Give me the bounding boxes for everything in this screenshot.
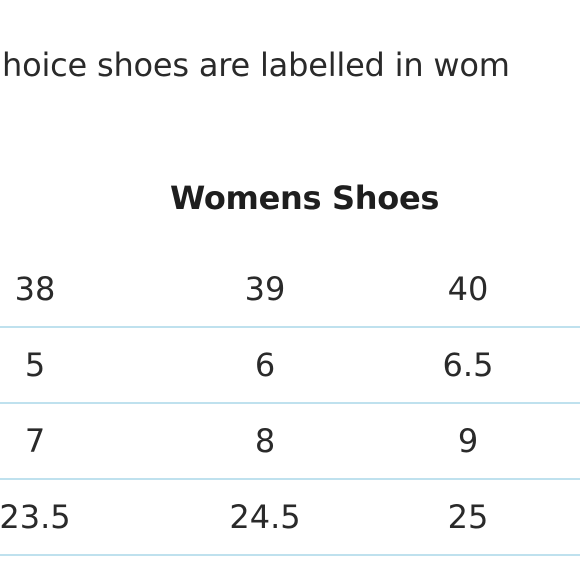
table-cell: 24.5	[229, 498, 301, 536]
table-cell: 38	[14, 270, 56, 308]
table-row: 38 39 40	[0, 252, 580, 328]
table-cell: 39	[244, 270, 286, 308]
table-cell: 40	[447, 270, 489, 308]
table-row: 5 6 6.5	[0, 328, 580, 404]
table-cell: 23.5	[0, 498, 71, 536]
intro-paragraph: hoice shoes are labelled in wom	[2, 46, 510, 84]
table-cell: 9	[457, 422, 479, 460]
table-row: 23.5 24.5 25	[0, 480, 580, 556]
table-cell: 25	[447, 498, 489, 536]
table-row: 7 8 9	[0, 404, 580, 480]
table-cell: 7	[24, 422, 46, 460]
table-title: Womens Shoes	[170, 179, 440, 217]
table-cell: 8	[254, 422, 276, 460]
womens-size-table: 38 39 40 5 6 6.5 7 8 9 23.5 24.5 25	[0, 252, 580, 556]
table-cell: 5	[24, 346, 46, 384]
table-cell: 6	[254, 346, 276, 384]
table-cell: 6.5	[442, 346, 494, 384]
